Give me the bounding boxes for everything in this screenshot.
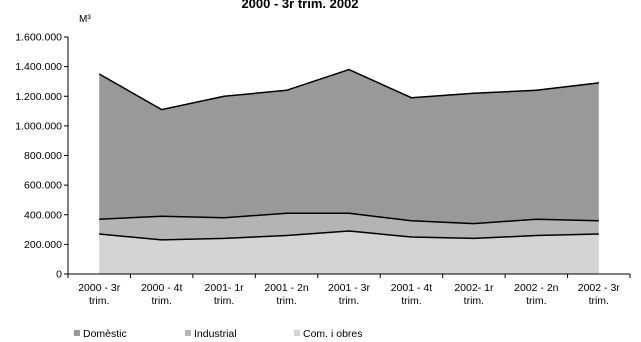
x-axis-ticks: 2000 - 3r trim. 2000 - 4t trim. 2001- 1r trim…	[67, 274, 631, 307]
y-unit-label: M³	[79, 14, 91, 25]
legend-swatch	[74, 330, 80, 336]
y-tick-label: 0	[56, 269, 62, 281]
y-tick-label: 1.200.000	[15, 91, 62, 103]
x-tick-label: 2000 - 3r trim.	[78, 282, 121, 307]
x-tick-label: 2001 - 4t trim.	[391, 282, 433, 307]
legend-label: Industrial	[194, 328, 237, 340]
x-tick-label: 2001 - 3r trim.	[328, 282, 371, 307]
series-areas	[99, 69, 599, 274]
x-tick-label: 2000 - 4t trim.	[141, 282, 183, 307]
line-dom-stic	[98, 68, 599, 111]
y-tick-label: 200.000	[24, 239, 62, 251]
x-tick-label: 2002 - 3r trim.	[578, 282, 621, 307]
y-tick-label: 1.000.000	[15, 120, 62, 132]
legend-label: Com. i obres	[303, 328, 363, 340]
legend: Domèstic Industrial Com. i obres	[74, 328, 363, 340]
y-tick-label: 1.400.000	[15, 61, 62, 73]
area-com-i-obres	[99, 231, 599, 274]
legend-item: Industrial	[185, 328, 237, 340]
legend-item: Domèstic	[74, 328, 127, 340]
x-tick-label: 2002- 1r trim.	[454, 282, 494, 307]
area-dom-stic	[99, 69, 599, 224]
x-tick-label: 2002 - 2n trim.	[514, 282, 559, 307]
y-tick-label: 400.000	[24, 209, 62, 221]
x-tick-label: 2001 - 2n trim.	[264, 282, 309, 307]
line-industrial	[99, 212, 599, 225]
y-axis-ticks: 0 200.000 400.000 600.000 800.000 1.000.000 1.…	[15, 32, 68, 281]
legend-label: Domèstic	[83, 328, 127, 340]
legend-item: Com. i obres	[294, 328, 363, 340]
series-lines	[98, 68, 599, 241]
chart-title: 2000 - 3r trim. 2002	[241, 0, 358, 11]
legend-swatch	[294, 330, 300, 336]
legend-swatch	[185, 330, 191, 336]
y-tick-label: 600.000	[24, 180, 62, 192]
y-tick-label: 800.000	[24, 150, 62, 162]
area-industrial	[99, 213, 599, 240]
y-tick-label: 1.600.000	[15, 32, 62, 44]
line-com-i-obres	[99, 230, 599, 241]
x-tick-label: 2001- 1r trim.	[205, 282, 245, 307]
